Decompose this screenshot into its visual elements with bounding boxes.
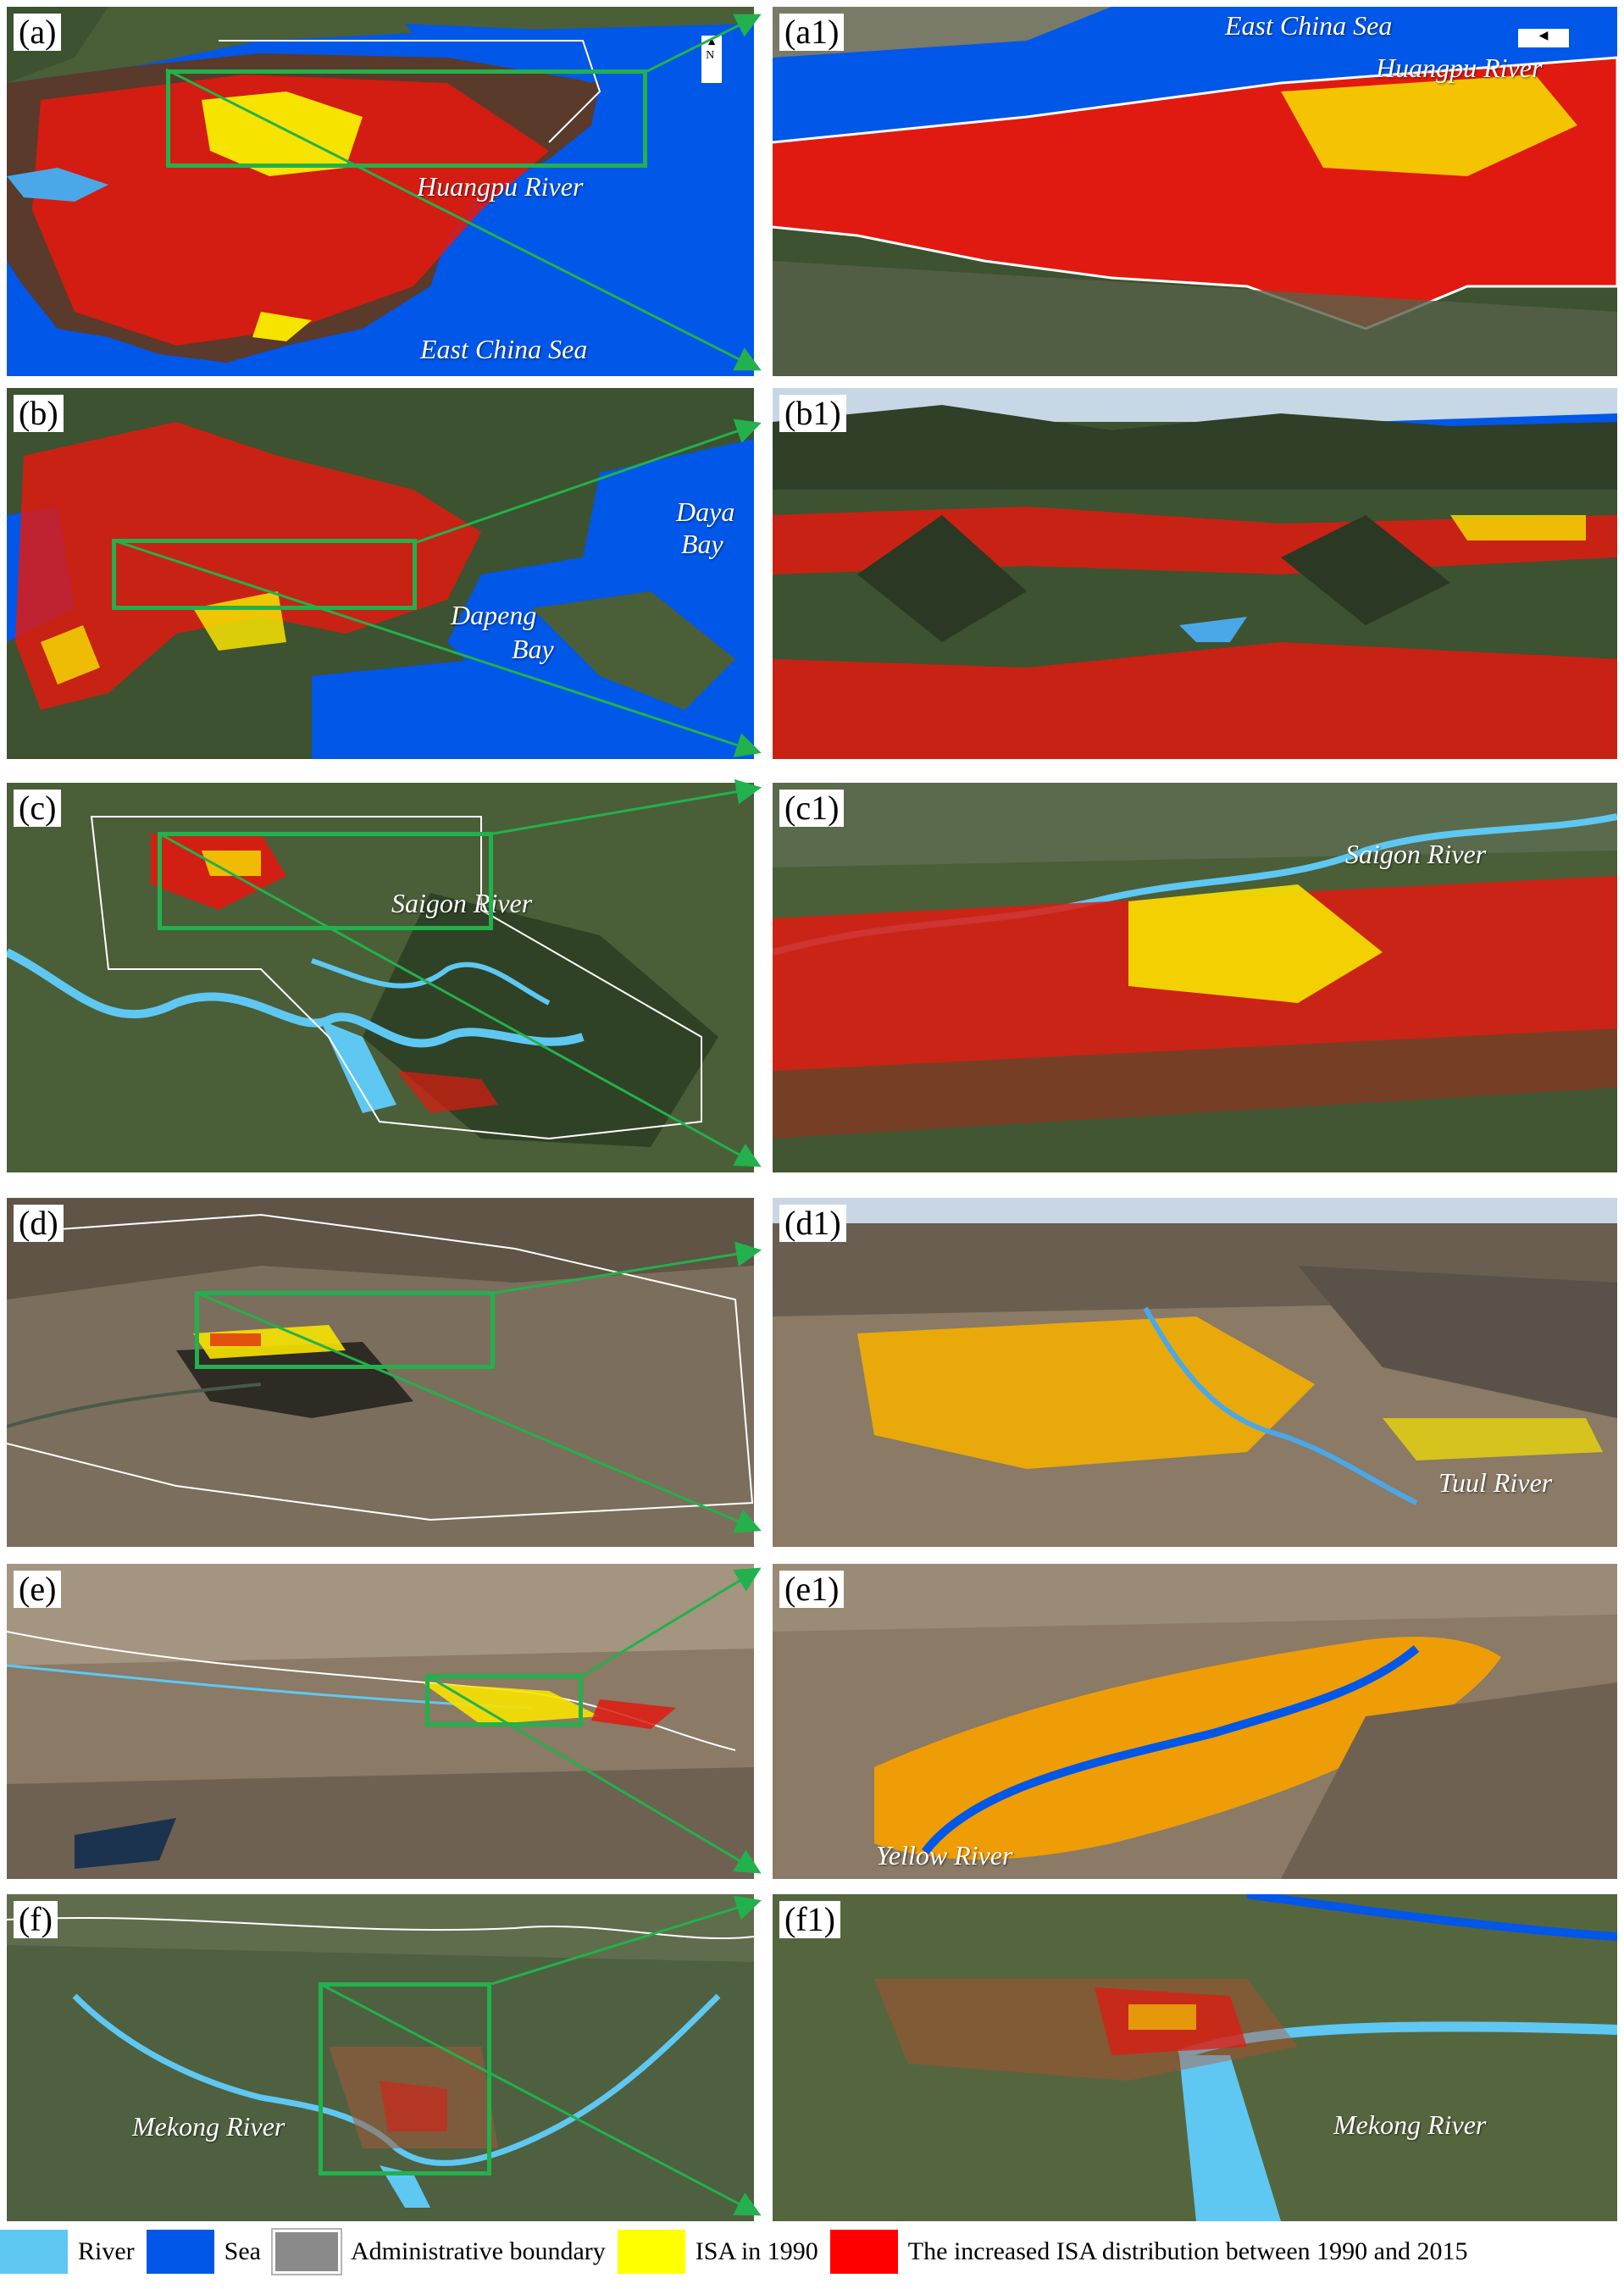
legend-label-isa-increase: The increased ISA distribution between 1… — [907, 2237, 1468, 2265]
zoom-box-c — [158, 832, 493, 930]
map-panel-d: (d) — [7, 1198, 754, 1547]
north-arrow-icon: ▲ N — [701, 36, 722, 83]
map-image-d — [7, 1198, 754, 1547]
legend-label-river: River — [78, 2237, 135, 2265]
legend-label-boundary: Administrative boundary — [350, 2237, 606, 2265]
map-image-f1 — [773, 1894, 1617, 2221]
bay-label-daya-2: Bay — [681, 529, 723, 559]
river-label-tuul: Tuul River — [1438, 1467, 1553, 1498]
river-label-huangpu-a1: Huangpu River — [1376, 53, 1543, 83]
map-image-a1 — [773, 7, 1617, 376]
map-panel-f: (f) Mekong River — [7, 1894, 754, 2221]
river-label-mekong-f1: Mekong River — [1333, 2109, 1487, 2140]
map-image-a — [7, 7, 754, 376]
sea-label-east-china-sea-a1: East China Sea — [1225, 10, 1393, 41]
map-panel-a1: (a1) East China Sea Huangpu River ◀ — [773, 7, 1617, 376]
zoom-box-f — [319, 1982, 491, 2175]
panel-label-f1: (f1) — [779, 1901, 840, 1938]
panel-label-b: (b) — [14, 395, 64, 432]
map-image-e — [7, 1564, 754, 1879]
north-arrow-icon-a1: ◀ — [1518, 29, 1569, 47]
map-image-e1 — [773, 1564, 1617, 1879]
map-panel-a: (a) Huangpu River East China Sea ▲ N — [7, 7, 754, 376]
panel-label-d: (d) — [14, 1205, 64, 1242]
legend-label-isa-1990: ISA in 1990 — [695, 2237, 818, 2265]
panel-label-a: (a) — [14, 14, 62, 51]
panel-label-e1: (e1) — [779, 1571, 845, 1608]
legend-item-boundary: Administrative boundary — [270, 2228, 606, 2275]
legend-item-river: River — [0, 2230, 135, 2274]
legend-swatch-isa-increase — [829, 2230, 898, 2274]
panel-label-c: (c) — [14, 790, 62, 827]
map-panel-b1: (b1) — [773, 388, 1617, 759]
panel-label-c1: (c1) — [779, 790, 845, 827]
map-panel-f1: (f1) Mekong River — [773, 1894, 1617, 2221]
panel-label-e: (e) — [14, 1571, 62, 1608]
zoom-box-e — [425, 1674, 583, 1726]
legend-swatch-sea — [146, 2230, 214, 2274]
map-panel-b: (b) Daya Bay Dapeng Bay — [7, 388, 754, 759]
bay-label-dapeng-2: Bay — [512, 634, 554, 664]
river-label-mekong: Mekong River — [132, 2111, 285, 2142]
zoom-box-a — [166, 69, 647, 168]
bay-label-dapeng-1: Dapeng — [451, 600, 537, 630]
sea-label-east-china-sea: East China Sea — [420, 334, 588, 364]
legend: River Sea Administrative boundary ISA in… — [0, 2226, 1624, 2277]
map-panel-d1: (d1) Tuul River — [773, 1198, 1617, 1547]
panel-label-f: (f) — [14, 1901, 58, 1938]
map-image-c1 — [773, 783, 1617, 1172]
legend-item-isa-1990: ISA in 1990 — [617, 2230, 818, 2274]
zoom-box-b — [112, 539, 417, 610]
panel-label-b1: (b1) — [779, 395, 846, 432]
legend-item-isa-increase: The increased ISA distribution between 1… — [829, 2230, 1468, 2274]
legend-label-sea: Sea — [224, 2237, 261, 2265]
map-panel-c1: (c1) Saigon River — [773, 783, 1617, 1172]
legend-swatch-isa-1990 — [617, 2230, 685, 2274]
panel-label-a1: (a1) — [779, 14, 845, 51]
legend-swatch-river — [0, 2230, 68, 2274]
river-label-saigon-c1: Saigon River — [1345, 839, 1487, 869]
river-label-huangpu: Huangpu River — [417, 171, 584, 202]
legend-swatch-boundary — [270, 2228, 342, 2275]
legend-item-sea: Sea — [146, 2230, 261, 2274]
zoom-box-d — [195, 1291, 495, 1369]
map-image-b1 — [773, 388, 1617, 759]
river-label-yellow: Yellow River — [876, 1840, 1013, 1871]
map-image-d1 — [773, 1198, 1617, 1547]
map-panel-c: (c) Saigon River — [7, 783, 754, 1172]
panel-label-d1: (d1) — [779, 1205, 846, 1242]
map-panel-e1: (e1) Yellow River — [773, 1564, 1617, 1879]
bay-label-daya-1: Daya — [676, 496, 735, 527]
map-panel-e: (e) — [7, 1564, 754, 1879]
